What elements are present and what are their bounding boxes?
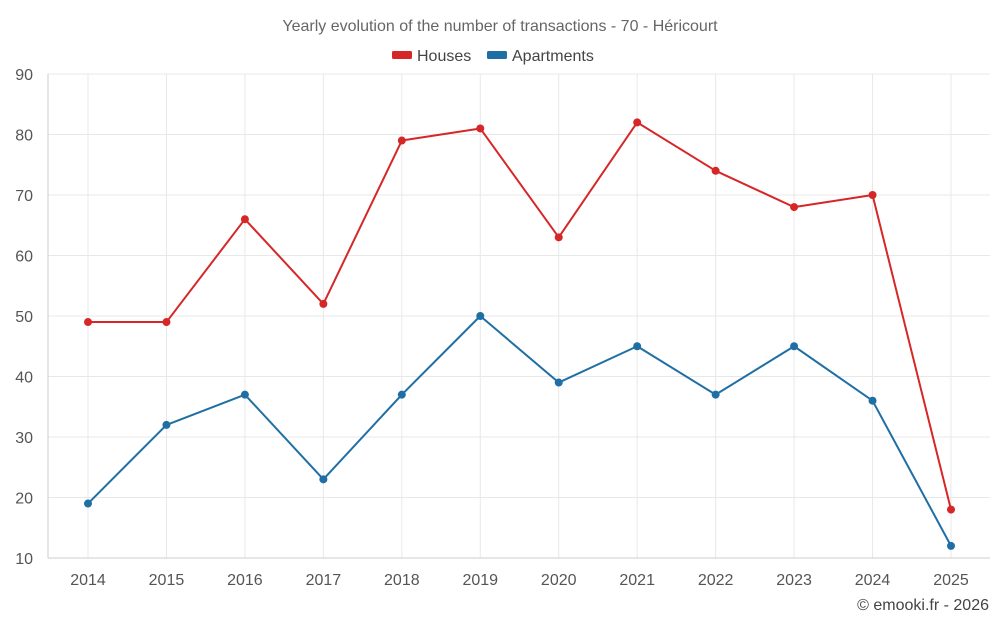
legend-label-houses: Houses: [417, 48, 471, 65]
data-point-apartments: [240, 390, 249, 399]
data-point-apartments: [84, 499, 92, 508]
data-point-apartments: [162, 420, 171, 429]
x-tick-label: 2022: [698, 572, 734, 589]
x-tick-label: 2025: [933, 572, 969, 589]
data-point-apartments: [711, 390, 720, 399]
data-point-houses: [554, 233, 563, 242]
series-line-houses: [88, 121, 952, 510]
data-point-apartments: [319, 475, 328, 484]
x-tick-label: 2021: [619, 572, 655, 589]
copyright-text: © emooki.fr - 2026: [857, 597, 989, 614]
y-tick-label: 50: [15, 309, 33, 326]
data-point-apartments: [397, 390, 406, 399]
data-point-houses: [711, 166, 720, 175]
data-point-houses: [868, 191, 877, 199]
x-axis: 2014 2015 2016 2017 2018 2019 2020 2021 2022 2023…: [48, 557, 990, 589]
data-point-houses: [476, 124, 485, 133]
y-tick-label: 10: [15, 551, 33, 568]
data-point-houses: [790, 203, 799, 212]
x-tick-label: 2019: [462, 572, 498, 589]
grid: [48, 73, 990, 558]
legend-swatch-apartments: [487, 51, 507, 59]
chart-title: Yearly evolution of the number of transa…: [282, 18, 718, 35]
x-tick-label: 2024: [855, 572, 891, 589]
data-point-houses: [633, 118, 642, 127]
data-point-apartments: [868, 396, 877, 405]
data-point-apartments: [476, 312, 485, 320]
x-tick-label: 2014: [70, 572, 106, 589]
data-point-houses: [162, 318, 171, 327]
y-tick-label: 40: [15, 370, 33, 387]
x-tick-label: 2018: [384, 572, 420, 589]
data-point-houses: [397, 136, 406, 145]
data-point-apartments: [790, 342, 799, 351]
series-line-apartments: [87, 315, 952, 547]
legend: Houses Apartments: [392, 48, 594, 65]
x-tick-label: 2020: [541, 572, 577, 589]
data-point-apartments: [947, 541, 955, 550]
data-point-apartments: [633, 342, 642, 351]
x-tick-label: 2016: [227, 572, 263, 589]
x-tick-label: 2023: [776, 572, 812, 589]
y-axis: 10 20 30 40 50 60 70 80 90: [15, 67, 49, 568]
data-point-houses: [947, 505, 955, 514]
y-tick-label: 70: [15, 188, 33, 205]
y-tick-label: 30: [15, 430, 33, 447]
x-tick-label: 2015: [149, 572, 185, 589]
legend-swatch-houses: [392, 51, 412, 59]
y-tick-label: 60: [15, 249, 33, 266]
y-tick-label: 90: [15, 67, 33, 84]
data-point-houses: [84, 318, 92, 327]
y-tick-label: 20: [15, 491, 33, 508]
data-point-houses: [319, 299, 328, 308]
legend-label-apartments: Apartments: [512, 48, 594, 65]
data-point-apartments: [554, 378, 563, 387]
x-tick-label: 2017: [306, 572, 342, 589]
series-layer: [84, 118, 955, 550]
y-tick-label: 80: [15, 128, 33, 145]
data-point-houses: [240, 215, 249, 224]
